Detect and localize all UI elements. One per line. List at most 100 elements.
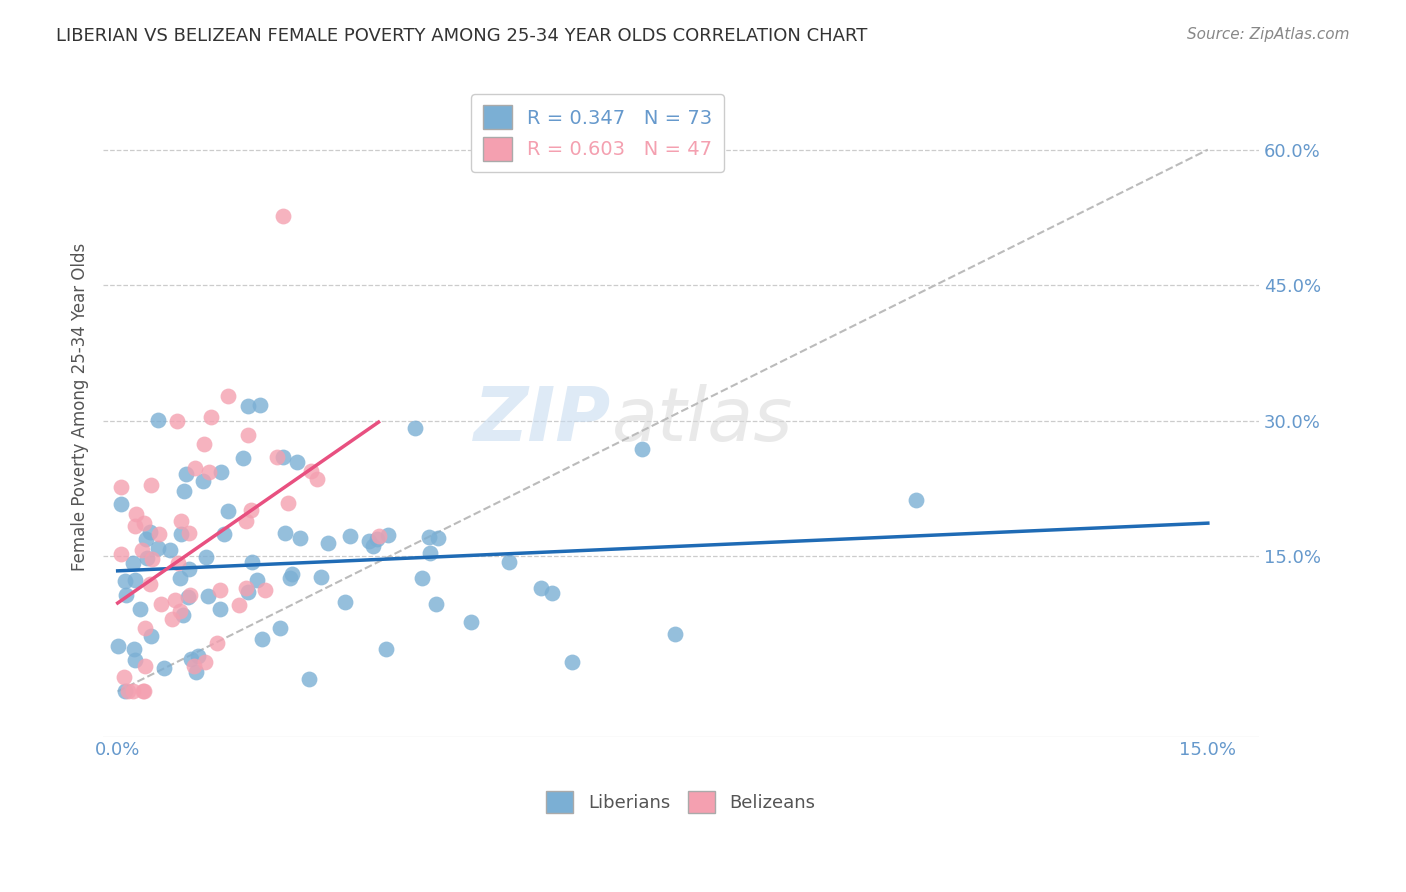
Point [240, 555, 263, 569]
Point [285, 455, 308, 469]
Point [128, 602, 150, 616]
Point [170, 526, 193, 541]
Point [166, 414, 188, 428]
Point [235, 514, 257, 528]
Point [110, 547, 132, 561]
Point [117, 684, 139, 698]
Point [335, 595, 357, 609]
Point [246, 573, 269, 587]
Point [298, 672, 321, 686]
Point [110, 497, 132, 511]
Point [427, 531, 450, 545]
Point [172, 607, 194, 622]
Point [305, 472, 328, 486]
Point [132, 684, 155, 698]
Point [136, 550, 159, 565]
Point [367, 529, 389, 543]
Point [228, 599, 250, 613]
Point [139, 576, 162, 591]
Point [194, 549, 217, 564]
Point [357, 533, 380, 548]
Point [209, 465, 232, 479]
Point [205, 636, 228, 650]
Point [194, 655, 217, 669]
Point [124, 518, 146, 533]
Point [339, 529, 361, 543]
Point [664, 626, 686, 640]
Point [169, 604, 191, 618]
Point [197, 590, 219, 604]
Point [530, 581, 553, 595]
Point [200, 410, 222, 425]
Point [217, 389, 239, 403]
Point [238, 584, 260, 599]
Point [141, 552, 163, 566]
Point [124, 653, 146, 667]
Point [460, 615, 482, 629]
Point [269, 621, 291, 635]
Point [169, 571, 191, 585]
Point [411, 571, 433, 585]
Point [176, 590, 198, 604]
Text: ZIP: ZIP [474, 384, 612, 457]
Point [498, 555, 520, 569]
Point [235, 581, 257, 595]
Point [278, 572, 301, 586]
Point [159, 542, 181, 557]
Point [631, 442, 654, 456]
Point [208, 602, 231, 616]
Point [374, 642, 396, 657]
Point [107, 639, 129, 653]
Point [110, 480, 132, 494]
Point [141, 629, 163, 643]
Point [139, 524, 162, 539]
Text: LIBERIAN VS BELIZEAN FEMALE POVERTY AMONG 25-34 YEAR OLDS CORRELATION CHART: LIBERIAN VS BELIZEAN FEMALE POVERTY AMON… [56, 27, 868, 45]
Point [186, 665, 208, 680]
Point [249, 398, 271, 412]
Point [316, 536, 339, 550]
Point [160, 612, 183, 626]
Point [271, 450, 294, 465]
Point [134, 516, 156, 530]
Point [176, 467, 198, 481]
Point [209, 583, 232, 598]
Point [250, 632, 273, 646]
Point [184, 461, 207, 475]
Point [139, 478, 162, 492]
Point [198, 465, 221, 479]
Point [311, 570, 333, 584]
Point [239, 503, 262, 517]
Point [183, 658, 205, 673]
Point [179, 562, 201, 576]
Point [212, 526, 235, 541]
Point [236, 399, 259, 413]
Point [125, 507, 148, 521]
Point [124, 641, 146, 656]
Point [121, 556, 143, 570]
Point [124, 573, 146, 587]
Point [418, 530, 440, 544]
Point [299, 464, 322, 478]
Point [273, 526, 295, 541]
Point [266, 450, 288, 464]
Point [277, 496, 299, 510]
Point [114, 684, 136, 698]
Point [273, 210, 295, 224]
Point [135, 532, 157, 546]
Point [191, 475, 214, 489]
Legend: Liberians, Belizeans: Liberians, Belizeans [537, 782, 825, 822]
Point [132, 684, 155, 698]
Point [419, 546, 441, 560]
Point [541, 586, 564, 600]
Point [166, 556, 188, 570]
Point [236, 427, 259, 442]
Point [146, 413, 169, 427]
Point [122, 684, 145, 698]
Point [115, 588, 138, 602]
Point [288, 531, 311, 545]
Point [163, 593, 186, 607]
Point [187, 649, 209, 664]
Point [153, 661, 176, 675]
Point [366, 532, 388, 546]
Y-axis label: Female Poverty Among 25-34 Year Olds: Female Poverty Among 25-34 Year Olds [72, 243, 89, 571]
